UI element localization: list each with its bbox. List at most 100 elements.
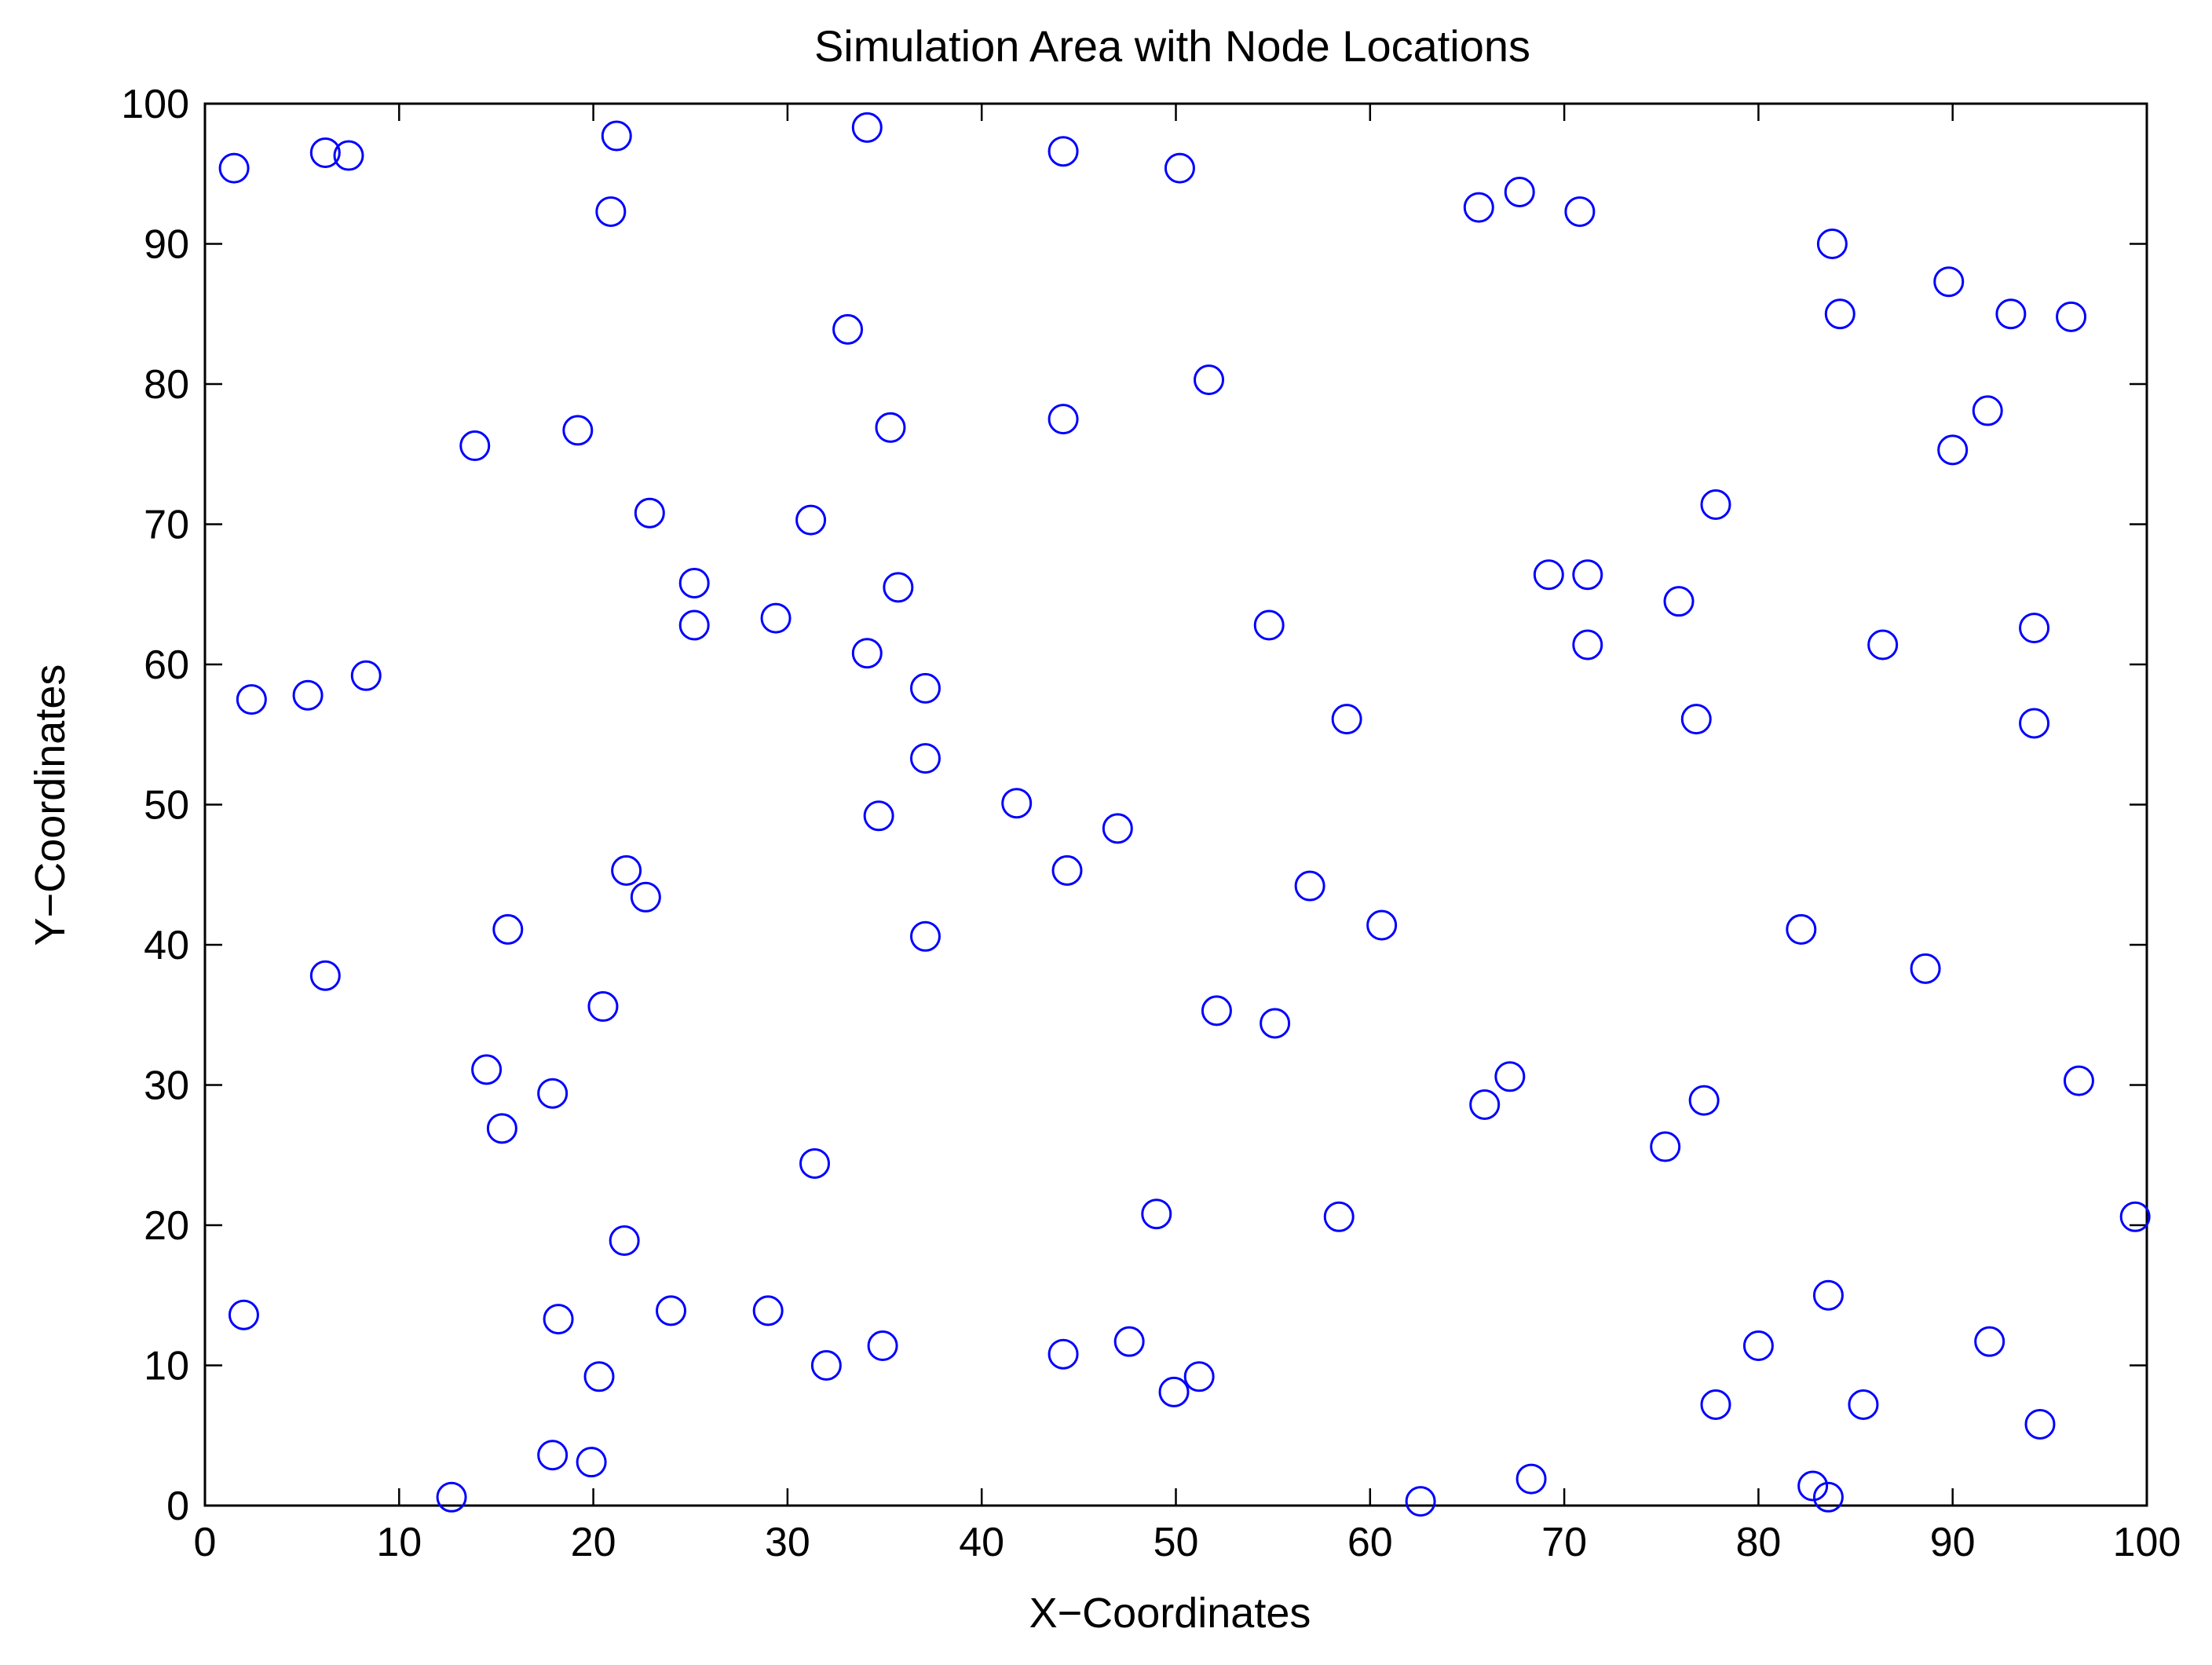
node-point bbox=[1504, 176, 1535, 207]
node-point bbox=[1158, 1376, 1190, 1407]
node-point bbox=[1572, 629, 1603, 661]
node-point bbox=[218, 152, 250, 184]
node-point bbox=[1141, 1198, 1172, 1230]
node-point bbox=[576, 1447, 607, 1478]
y-tick-label: 20 bbox=[144, 1203, 189, 1249]
node-point bbox=[1786, 913, 1817, 945]
node-point bbox=[537, 1078, 569, 1109]
node-point bbox=[909, 743, 941, 774]
node-point bbox=[1102, 813, 1133, 844]
node-point bbox=[492, 913, 524, 945]
node-point bbox=[1323, 1201, 1355, 1232]
node-point bbox=[851, 638, 883, 669]
y-tick-label: 60 bbox=[144, 642, 189, 688]
node-point bbox=[583, 1361, 615, 1392]
node-point bbox=[909, 672, 941, 704]
node-point bbox=[1824, 298, 1856, 330]
node-point bbox=[1183, 1361, 1215, 1392]
x-tick-label: 20 bbox=[571, 1520, 616, 1565]
node-point bbox=[309, 137, 341, 168]
node-point bbox=[1201, 995, 1232, 1026]
node-point bbox=[656, 1295, 687, 1327]
node-point bbox=[1515, 1463, 1547, 1495]
node-point bbox=[471, 1054, 503, 1085]
node-point bbox=[1494, 1061, 1526, 1092]
y-tick-label: 10 bbox=[144, 1344, 189, 1389]
x-tick-label: 90 bbox=[1930, 1520, 1976, 1565]
data-points bbox=[218, 112, 2151, 1517]
node-point bbox=[1867, 629, 1899, 661]
x-tick-label: 40 bbox=[959, 1520, 1004, 1565]
node-point bbox=[1797, 1470, 1829, 1502]
node-point bbox=[1933, 266, 1965, 298]
node-point bbox=[678, 609, 710, 641]
node-point bbox=[1700, 489, 1731, 521]
node-point bbox=[1688, 1085, 1720, 1116]
node-point bbox=[611, 854, 642, 886]
node-point bbox=[1742, 1330, 1774, 1362]
node-point bbox=[228, 1299, 259, 1330]
node-point bbox=[760, 602, 792, 634]
node-point bbox=[909, 920, 941, 952]
node-point bbox=[562, 415, 594, 446]
node-point bbox=[459, 430, 491, 462]
node-point bbox=[1294, 870, 1325, 902]
y-tick-label: 0 bbox=[166, 1484, 189, 1529]
node-point bbox=[1972, 395, 2003, 426]
node-point bbox=[2019, 613, 2050, 644]
node-point bbox=[1331, 704, 1362, 735]
node-point bbox=[2024, 1408, 2056, 1440]
node-point bbox=[1700, 1389, 1731, 1420]
x-tick-label: 80 bbox=[1735, 1520, 1781, 1565]
node-point bbox=[309, 960, 341, 991]
node-point bbox=[1910, 953, 1941, 984]
node-point bbox=[634, 497, 665, 529]
node-point bbox=[601, 120, 632, 152]
x-tick-label: 60 bbox=[1347, 1520, 1393, 1565]
node-point bbox=[333, 140, 364, 171]
node-point bbox=[1812, 1279, 1844, 1311]
node-point bbox=[1001, 788, 1033, 819]
axis-tick-labels: 0 10 20 30 40 50 60 70 80 90 100 0 10 20 30 40 50 60 70 80 9… bbox=[121, 82, 2181, 1565]
node-point bbox=[1937, 434, 1969, 466]
node-point bbox=[609, 1225, 640, 1257]
node-point bbox=[1253, 609, 1285, 641]
node-point bbox=[799, 1147, 831, 1179]
node-point bbox=[1194, 364, 1225, 396]
y-tick-label: 30 bbox=[144, 1063, 189, 1109]
node-point bbox=[292, 679, 324, 711]
node-point bbox=[537, 1440, 569, 1471]
y-tick-label: 90 bbox=[144, 222, 189, 268]
node-point bbox=[1848, 1389, 1879, 1420]
y-tick-label: 40 bbox=[144, 923, 189, 968]
node-point bbox=[630, 881, 661, 913]
x-axis-label: X−Coordinates bbox=[1029, 1590, 1311, 1637]
y-tick-label: 80 bbox=[144, 362, 189, 408]
node-point bbox=[1164, 152, 1195, 184]
node-point bbox=[851, 112, 883, 143]
node-point bbox=[1995, 298, 2027, 330]
node-point bbox=[595, 196, 627, 227]
node-point bbox=[236, 684, 267, 715]
node-point bbox=[350, 660, 382, 691]
x-tick-label: 0 bbox=[194, 1520, 217, 1565]
node-point bbox=[1572, 559, 1603, 591]
node-point bbox=[1974, 1326, 2005, 1357]
node-point bbox=[1366, 909, 1398, 941]
y-tick-label: 100 bbox=[121, 82, 189, 127]
node-point bbox=[1650, 1131, 1681, 1162]
plot-area-frame bbox=[203, 102, 2148, 1507]
x-tick-label: 10 bbox=[376, 1520, 422, 1565]
node-point bbox=[1663, 586, 1695, 617]
node-point bbox=[810, 1350, 842, 1381]
node-point bbox=[883, 572, 914, 603]
node-point bbox=[1048, 1338, 1079, 1370]
node-point bbox=[1812, 1481, 1844, 1513]
node-point bbox=[875, 412, 906, 443]
node-point bbox=[832, 313, 864, 345]
node-point bbox=[1405, 1486, 1436, 1517]
node-point bbox=[1048, 136, 1079, 167]
node-point bbox=[1463, 192, 1494, 223]
node-point bbox=[587, 991, 619, 1023]
